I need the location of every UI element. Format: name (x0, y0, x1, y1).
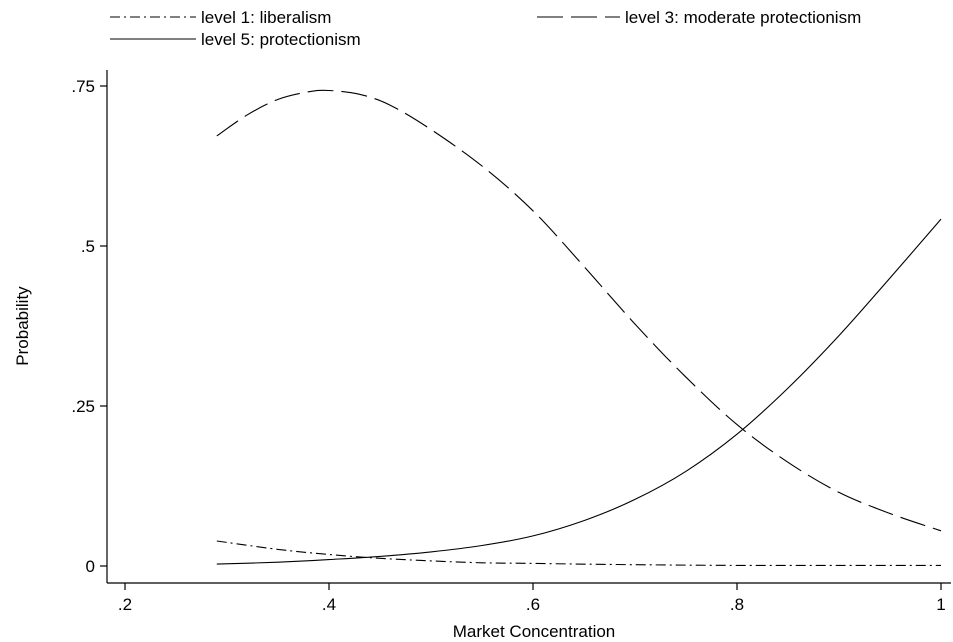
x-tick-label: 1 (936, 595, 945, 614)
series-line-3 (216, 218, 942, 565)
x-tick-label: .8 (730, 595, 744, 614)
series-line-1 (216, 540, 941, 566)
y-tick-label: .25 (71, 397, 95, 416)
x-tick-label: .2 (118, 595, 132, 614)
axes: 0 .25 .5 .75 .2 .4 .6 .8 1 (71, 70, 951, 614)
legend-label-2: level 3: moderate protectionism (625, 8, 861, 27)
y-tick-label: .75 (71, 77, 95, 96)
legend-label-3: level 5: protectionism (201, 30, 361, 49)
y-tick-label: .5 (81, 237, 95, 256)
x-tick-label: .6 (526, 595, 540, 614)
legend-label-1: level 1: liberalism (201, 8, 331, 27)
legend: level 1: liberalism level 3: moderate pro… (110, 8, 861, 49)
y-axis-label: Probability (13, 286, 32, 366)
y-tick-label: 0 (86, 557, 95, 576)
series-line-2 (216, 89, 942, 532)
x-axis-label: Market Concentration (453, 622, 616, 641)
plot-area (216, 89, 942, 566)
x-tick-label: .4 (322, 595, 336, 614)
